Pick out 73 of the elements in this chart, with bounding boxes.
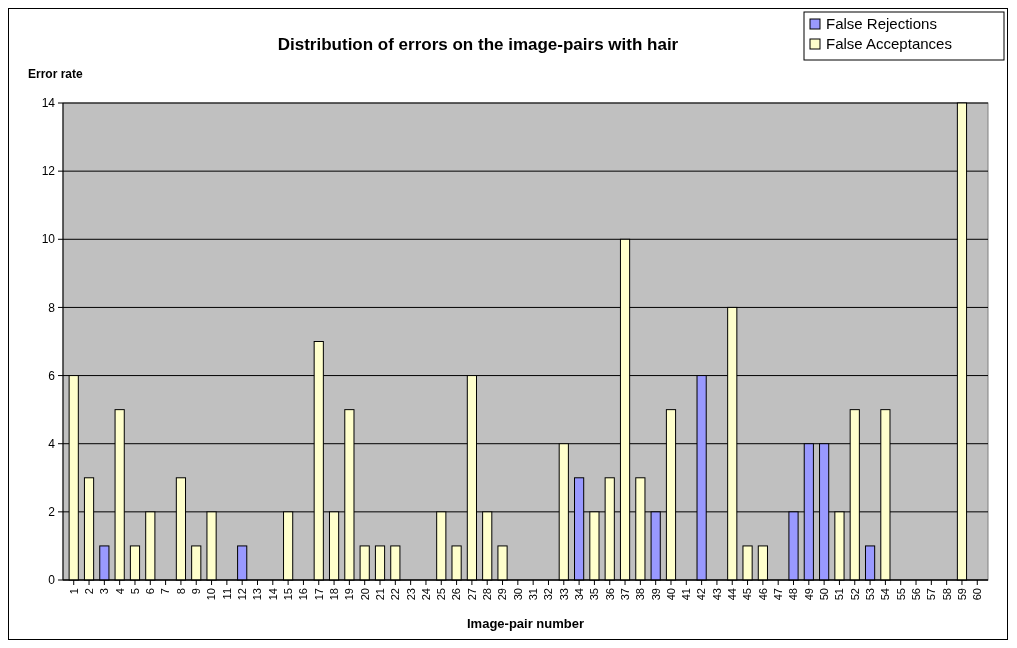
y-tick-label: 6 (48, 368, 56, 383)
x-tick-label: 51 (833, 588, 846, 601)
x-tick-label: 35 (588, 588, 601, 601)
x-tick-label: 57 (925, 588, 938, 601)
chart-title: Distribution of errors on the image-pairs with hair (277, 35, 679, 54)
x-tick-label: 54 (879, 588, 892, 601)
x-tick-label: 42 (695, 588, 708, 601)
x-tick-label: 19 (343, 588, 356, 601)
x-tick-label: 52 (848, 588, 861, 601)
x-tick-label: 9 (190, 588, 203, 595)
y-tick-label: 8 (48, 300, 56, 315)
x-tick-label: 38 (634, 588, 647, 601)
x-tick-label: 60 (971, 588, 984, 601)
x-tick-label: 34 (572, 588, 585, 601)
x-tick-label: 20 (358, 588, 371, 601)
x-tick-label: 39 (649, 588, 662, 601)
x-tick-label: 49 (802, 588, 815, 601)
x-tick-label: 32 (542, 588, 555, 601)
x-tick-label: 17 (312, 588, 325, 601)
x-tick-label: 44 (726, 588, 739, 601)
x-tick-label: 2 (82, 588, 95, 595)
y-tick-label: 2 (48, 505, 56, 520)
x-tick-label: 46 (756, 588, 769, 601)
y-tick-label: 4 (48, 436, 56, 451)
legend-label: False Acceptances (826, 35, 952, 53)
x-tick-label: 40 (664, 588, 677, 601)
x-axis-title: Image-pair number (466, 616, 585, 631)
x-tick-label: 58 (940, 588, 953, 601)
x-tick-label: 12 (236, 588, 249, 601)
x-tick-label: 5 (128, 588, 141, 595)
x-tick-label: 37 (618, 588, 631, 601)
x-tick-label: 14 (266, 588, 279, 601)
x-tick-label: 13 (251, 588, 264, 601)
x-tick-label: 11 (220, 588, 233, 600)
x-tick-label: 43 (710, 588, 723, 601)
x-tick-label: 6 (144, 588, 157, 595)
x-tick-label: 1 (67, 588, 80, 595)
x-tick-label: 28 (481, 588, 494, 601)
x-tick-label: 8 (174, 588, 187, 595)
x-tick-label: 7 (159, 588, 172, 595)
x-tick-label: 3 (98, 588, 111, 595)
legend-label: False Rejections (826, 15, 937, 33)
y-axis-title: Error rate (28, 67, 84, 81)
x-tick-label: 47 (772, 588, 785, 601)
x-tick-label: 29 (496, 588, 509, 601)
x-tick-label: 36 (603, 588, 616, 601)
x-tick-label: 41 (680, 588, 693, 601)
x-tick-label: 23 (404, 588, 417, 601)
y-tick-label: 14 (41, 96, 56, 111)
x-tick-label: 33 (557, 588, 570, 601)
x-tick-label: 22 (389, 588, 402, 601)
x-tick-label: 18 (327, 588, 340, 601)
x-tick-label: 4 (113, 588, 126, 595)
x-tick-label: 16 (297, 588, 310, 601)
x-tick-label: 21 (373, 588, 386, 601)
x-tick-label: 48 (787, 588, 800, 601)
x-tick-label: 53 (863, 588, 876, 601)
x-tick-label: 56 (909, 588, 922, 601)
x-tick-label: 55 (894, 588, 907, 601)
y-tick-label: 0 (48, 573, 56, 588)
x-tick-label: 30 (511, 588, 524, 601)
x-tick-label: 10 (205, 588, 218, 601)
x-tick-label: 27 (465, 588, 478, 601)
y-tick-label: 12 (41, 164, 56, 179)
x-tick-label: 59 (955, 588, 968, 601)
x-tick-label: 26 (450, 588, 463, 601)
x-tick-label: 31 (527, 588, 540, 601)
x-tick-label: 45 (741, 588, 754, 601)
x-tick-label: 15 (281, 588, 294, 601)
x-tick-label: 50 (817, 588, 830, 601)
x-tick-label: 25 (435, 588, 448, 601)
y-tick-label: 10 (41, 232, 56, 247)
x-tick-label: 24 (419, 588, 432, 601)
